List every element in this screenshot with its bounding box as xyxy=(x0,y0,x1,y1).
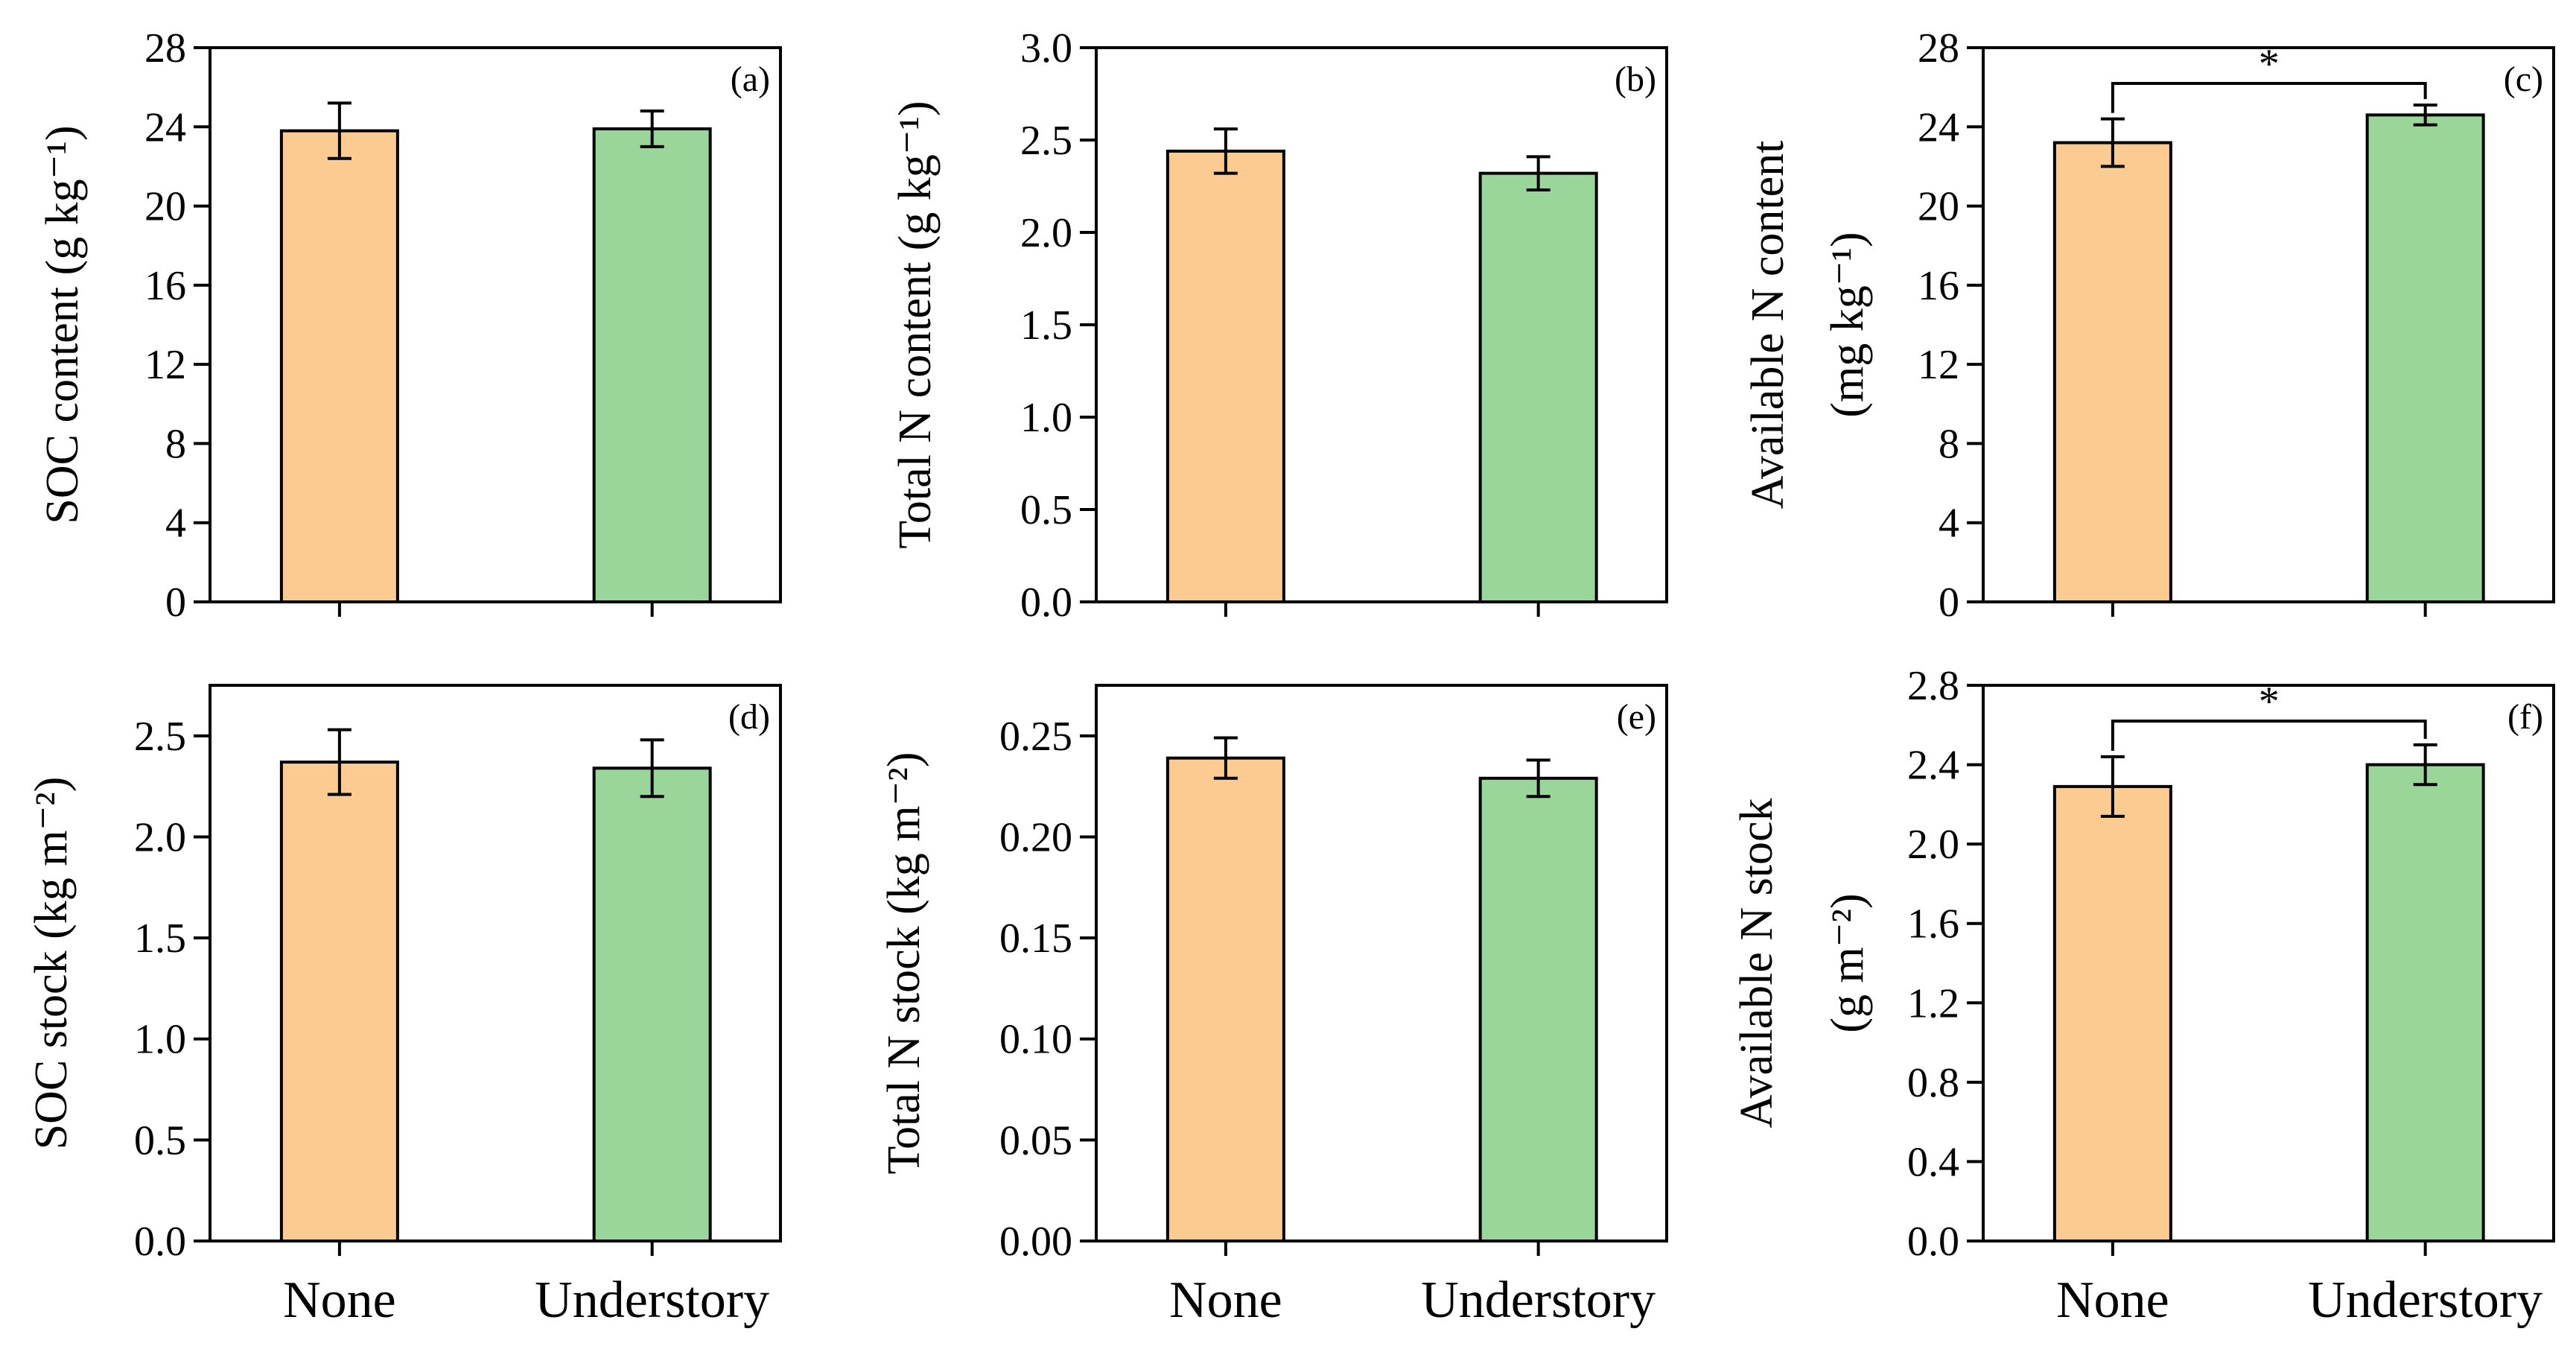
y-tick-label: 20 xyxy=(144,184,186,230)
chart-panel: 0.0 0.5 1.0 1.5 2.0 2.5 None Understory (d) SOC s… xyxy=(26,684,782,1329)
y-tick-label: 8 xyxy=(1939,421,1959,467)
y-axis-title: Total N content (g kg⁻¹) xyxy=(890,101,941,548)
y-tick-label: 24 xyxy=(1918,104,1959,150)
y-tick-label: 0.25 xyxy=(999,714,1072,760)
plot-frame xyxy=(1982,684,2555,1242)
y-tick-label: 1.0 xyxy=(134,1017,186,1063)
y-axis-title: SOC content (g kg⁻¹) xyxy=(37,125,88,524)
y-tick-label: 2.0 xyxy=(1907,822,1959,868)
y-tick-label: 0 xyxy=(1939,580,1959,626)
x-tick-label: Understory xyxy=(2308,1272,2542,1329)
y-tick-label: 1.5 xyxy=(134,915,186,962)
y-axis-title: Total N stock (kg m⁻²) xyxy=(879,752,929,1175)
y-tick-label: 0.5 xyxy=(134,1117,186,1164)
y-tick-label: 28 xyxy=(144,25,186,72)
plot-frame xyxy=(209,684,782,1242)
chart-panel: 0.00 0.05 0.10 0.15 0.20 0.25 None Understory (e… xyxy=(879,684,1668,1329)
y-tick-label: 20 xyxy=(1918,184,1959,230)
y-tick-label: 2.8 xyxy=(1907,663,1959,709)
panel-label: (b) xyxy=(1615,60,1656,99)
y-tick-label: 12 xyxy=(1918,342,1959,388)
y-tick-label: 2.5 xyxy=(134,714,186,760)
y-tick-label: 28 xyxy=(1918,25,1959,72)
chart-panel: 0.0 0.5 1.0 1.5 2.0 2.5 3.0 (b) Total N content … xyxy=(890,25,1668,626)
y-tick-label: 0.0 xyxy=(134,1219,186,1265)
y-axis-title: Available N content xyxy=(1743,141,1793,510)
panel-label: (a) xyxy=(731,60,770,99)
y-axis-title: Available N stock xyxy=(1731,798,1782,1128)
x-tick-label: Understory xyxy=(535,1272,769,1329)
x-tick-label: None xyxy=(283,1272,396,1329)
chart-panel: 0 4 8 12 16 20 24 28 (a) SOC content (g kg⁻¹) xyxy=(37,25,782,626)
y-axis-title: (mg kg⁻¹) xyxy=(1822,232,1873,417)
bar-none xyxy=(1165,149,1285,603)
panel-label: (c) xyxy=(2504,60,2543,99)
y-tick-label: 0 xyxy=(165,580,186,626)
y-tick-label: 0.20 xyxy=(999,814,1072,860)
y-tick-label: 1.6 xyxy=(1907,901,1959,948)
y-tick-label: 0.0 xyxy=(1020,580,1072,626)
y-axis-title: (g m⁻²) xyxy=(1822,893,1873,1032)
bar-understory xyxy=(2365,763,2485,1242)
bar-none xyxy=(279,129,399,604)
y-tick-label: 24 xyxy=(144,104,186,150)
bar-understory xyxy=(592,127,712,603)
x-tick-label: None xyxy=(1169,1272,1282,1329)
panel-label: (e) xyxy=(1617,697,1656,737)
y-tick-label: 0.0 xyxy=(1907,1219,1959,1265)
y-tick-label: 0.10 xyxy=(999,1017,1072,1063)
bar-none xyxy=(279,761,399,1242)
bar-none xyxy=(2052,784,2172,1242)
y-tick-label: 0.4 xyxy=(1907,1139,1959,1185)
y-tick-label: 16 xyxy=(144,263,186,309)
significance-bracket xyxy=(2111,720,2427,751)
y-tick-label: 1.2 xyxy=(1907,980,1959,1026)
x-tick-label: Understory xyxy=(1421,1272,1656,1329)
panel-label: (d) xyxy=(728,697,770,737)
plot-frame xyxy=(1095,46,1668,603)
bar-understory xyxy=(1478,171,1598,603)
plot-frame xyxy=(1982,46,2555,603)
bar-understory xyxy=(592,767,712,1242)
y-tick-label: 8 xyxy=(165,421,186,467)
bar-understory xyxy=(1478,776,1598,1242)
y-axis-title: SOC stock (kg m⁻²) xyxy=(26,777,77,1150)
y-tick-label: 2.0 xyxy=(134,814,186,860)
y-tick-label: 0.8 xyxy=(1907,1060,1959,1106)
y-tick-label: 2.5 xyxy=(1020,118,1072,164)
plot-frame xyxy=(209,46,782,603)
y-tick-label: 0.05 xyxy=(999,1117,1072,1164)
y-tick-label: 4 xyxy=(165,501,186,547)
y-tick-label: 2.0 xyxy=(1020,210,1072,256)
panel-label: (f) xyxy=(2507,697,2543,737)
y-tick-label: 1.0 xyxy=(1020,395,1072,441)
bar-none xyxy=(2052,141,2172,604)
y-tick-label: 0.15 xyxy=(999,915,1072,962)
y-tick-label: 1.5 xyxy=(1020,302,1072,349)
significance-bracket xyxy=(2111,82,2427,113)
y-tick-label: 3.0 xyxy=(1020,25,1072,72)
y-tick-label: 0.00 xyxy=(999,1219,1072,1265)
y-tick-label: 16 xyxy=(1918,263,1959,309)
x-tick-label: None xyxy=(2056,1272,2169,1329)
plot-frame xyxy=(1095,684,1668,1242)
bar-understory xyxy=(2365,113,2485,604)
y-tick-label: 0.5 xyxy=(1020,487,1072,533)
y-tick-label: 4 xyxy=(1939,501,1959,547)
y-tick-label: 2.4 xyxy=(1907,743,1959,789)
y-tick-label: 12 xyxy=(144,342,186,388)
bar-none xyxy=(1165,756,1285,1242)
